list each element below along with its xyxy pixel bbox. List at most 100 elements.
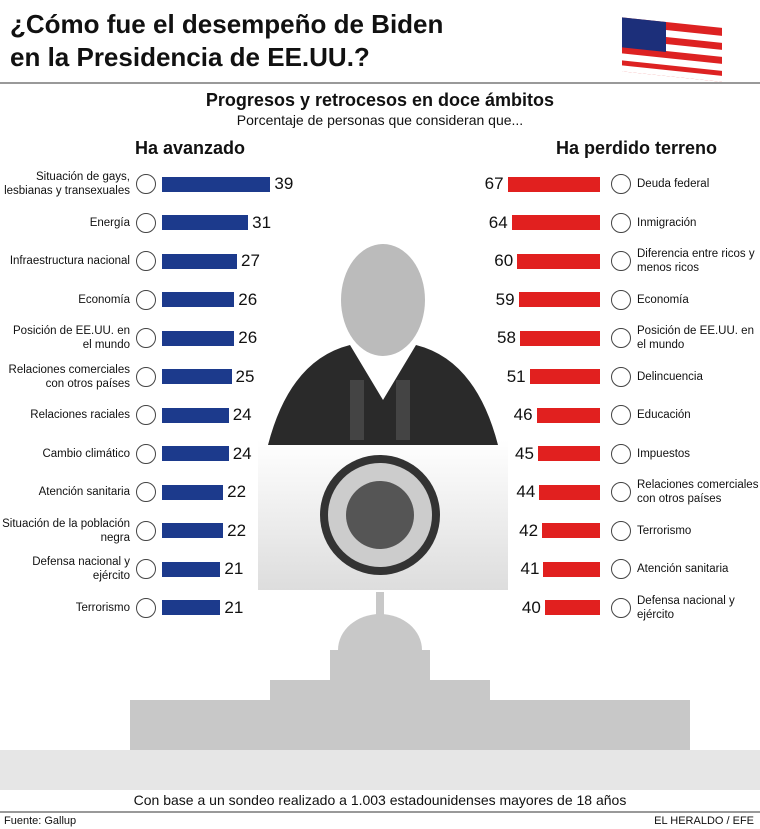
bar (162, 253, 238, 269)
value-label: 59 (495, 289, 515, 309)
icon (136, 443, 156, 464)
bar (162, 523, 224, 538)
icon (136, 328, 156, 348)
value-label: 39 (274, 174, 294, 193)
category-label: Defensa nacional y ejército (637, 594, 735, 621)
value-label: 42 (519, 520, 539, 540)
value-label: 24 (232, 443, 252, 463)
category-label: Delincuencia (637, 370, 703, 383)
category-label: Defensa nacional y ejército (32, 556, 130, 582)
bar (162, 369, 232, 384)
credit: EL HERALDO / EFE (654, 815, 754, 827)
flag (622, 17, 722, 82)
bar (544, 600, 600, 615)
value-label: 21 (224, 559, 244, 578)
icon (136, 405, 156, 425)
value-label: 31 (252, 212, 272, 232)
source: Fuente: Gallup (4, 815, 77, 827)
category-label: Posición de EE.UU. en el mundo (13, 325, 130, 351)
bar (162, 176, 271, 192)
bar (162, 484, 224, 500)
category-label: Deuda federal (637, 178, 710, 190)
icon (136, 366, 156, 387)
value-label: 46 (513, 405, 533, 424)
icon (611, 482, 631, 502)
bar (518, 292, 600, 307)
icon (611, 443, 631, 464)
bar (543, 561, 600, 577)
category-label: Relaciones comerciales con otros países (637, 479, 759, 505)
portrait (258, 244, 508, 590)
icon (136, 597, 156, 618)
value-label: 26 (238, 289, 258, 309)
icon (611, 212, 631, 233)
icon (136, 559, 156, 579)
icon (611, 289, 631, 310)
bar (536, 407, 600, 423)
icon (136, 289, 156, 310)
bar (507, 176, 600, 192)
category-label: Atención sanitaria (637, 563, 729, 575)
bar (162, 215, 249, 230)
value-label: 67 (484, 174, 504, 193)
category-label: Relaciones comerciales con otros países (8, 363, 130, 390)
value-label: 64 (488, 212, 508, 232)
value-label: 22 (227, 482, 247, 501)
value-label: 40 (521, 597, 541, 617)
icon (136, 251, 156, 271)
value-label: 22 (227, 520, 247, 540)
category-label: Economía (78, 293, 130, 306)
column-title: Ha avanzado (135, 138, 246, 158)
bar (537, 446, 600, 461)
note: Con base a un sondeo realizado a 1.003 e… (133, 792, 627, 808)
value-label: 51 (506, 366, 526, 386)
column-title: Ha perdido terreno (556, 138, 718, 158)
heading: Progresos y retrocesos en doce ámbitos (205, 90, 555, 110)
value-label: 58 (497, 328, 516, 347)
icon (611, 366, 631, 387)
category-label: Terrorismo (637, 524, 692, 537)
bar (529, 369, 600, 384)
value-label: 45 (514, 443, 534, 463)
bar (511, 215, 600, 230)
category-label: Relaciones raciales (30, 409, 130, 421)
icon (136, 520, 156, 541)
icon (611, 559, 631, 579)
icon (611, 405, 631, 425)
icon (136, 174, 156, 194)
title: ¿Cómo fue el desempeño de Biden en la Pr… (10, 9, 444, 72)
value-label: 41 (520, 559, 540, 578)
icon (136, 482, 156, 502)
bar (162, 600, 221, 615)
category-label: Economía (637, 293, 689, 306)
icon (611, 597, 631, 618)
value-label: 27 (241, 251, 260, 270)
icon (611, 520, 631, 541)
value-label: 44 (516, 482, 536, 501)
value-label: 24 (232, 405, 252, 424)
value-label: 60 (494, 251, 514, 270)
category-label: Energía (89, 216, 130, 229)
icon (611, 174, 631, 194)
value-label: 26 (238, 328, 258, 347)
icon (611, 328, 631, 348)
bar (162, 561, 221, 577)
bar (519, 330, 600, 346)
capitol (0, 592, 760, 790)
category-label: Infraestructura nacional (9, 255, 130, 267)
bar (162, 330, 235, 346)
bar (162, 446, 229, 461)
category-label: Atención sanitaria (38, 486, 130, 498)
bar (162, 292, 235, 307)
category-label: Impuestos (637, 447, 691, 460)
value-label: 25 (235, 366, 255, 386)
bar (517, 253, 600, 269)
category-label: Diferencia entre ricos y menos ricos (637, 248, 755, 274)
category-label: Inmigración (637, 216, 697, 229)
category-label: Cambio climático (42, 447, 130, 460)
icon (611, 251, 631, 271)
bar (539, 484, 600, 500)
category-label: Situación de gays, lesbianas y transexua… (4, 171, 130, 197)
